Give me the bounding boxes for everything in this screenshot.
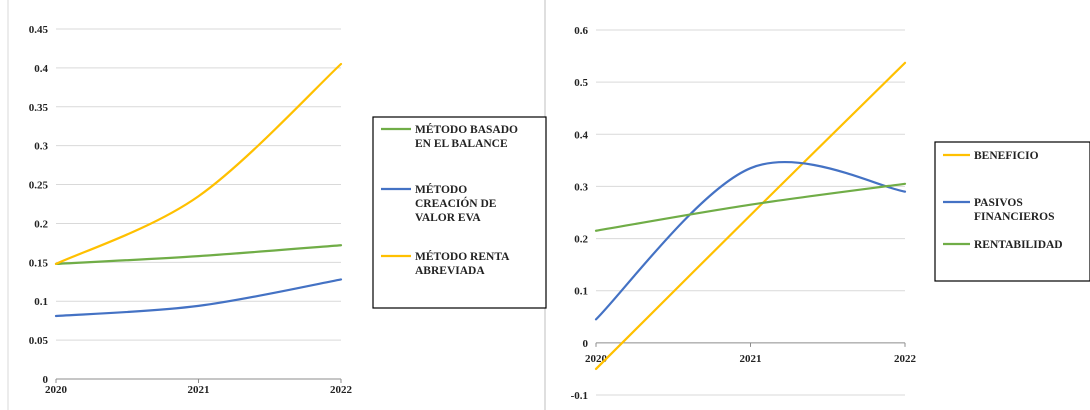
x-tick-label: 2022 bbox=[330, 384, 353, 396]
legend-label: MÉTODO RENTA bbox=[415, 249, 510, 263]
y-tick-label: 0.05 bbox=[29, 335, 49, 347]
y-tick-label: 0.6 bbox=[574, 25, 588, 37]
x-tick-label: 2021 bbox=[188, 384, 210, 396]
legend-label: PASIVOS bbox=[974, 197, 1023, 209]
series-line-2 bbox=[594, 182, 907, 232]
legend-box bbox=[934, 141, 1090, 282]
legend: BENEFICIO PASIVOS FINANCIEROS RENTABILIDAD bbox=[934, 141, 1090, 282]
legend-label: RENTABILIDAD bbox=[974, 239, 1063, 251]
series-line-2 bbox=[54, 62, 343, 265]
y-tick-label: 0.4 bbox=[574, 129, 588, 141]
y-tick-label: 0.1 bbox=[34, 296, 48, 308]
legend-label: VALOR EVA bbox=[415, 212, 481, 224]
y-tick-label: 0.1 bbox=[574, 286, 588, 298]
series-line-0 bbox=[54, 244, 343, 265]
y-tick-label: 0.2 bbox=[34, 218, 48, 230]
y-tick-label: 0.5 bbox=[574, 77, 588, 89]
y-tick-label: 0.4 bbox=[34, 63, 48, 75]
legend-label: FINANCIEROS bbox=[974, 211, 1055, 223]
y-tick-label: 0.3 bbox=[574, 181, 588, 193]
legend-label: MÉTODO bbox=[415, 182, 467, 196]
y-tick-label: 0.2 bbox=[574, 234, 588, 246]
y-tick-label: 0 bbox=[583, 338, 589, 350]
legend-label: CREACIÓN DE bbox=[415, 196, 497, 210]
legend: MÉTODO BASADO EN EL BALANCE MÉTODOCREACIÓN… bbox=[372, 116, 547, 309]
financial-indicators-chart: -0.1 0 0.1 0.2 0.3 0.4 0.5 0.6 2020 2021 2022 BENEF… bbox=[571, 25, 1090, 402]
y-tick-label: 0 bbox=[43, 374, 49, 386]
legend-label: MÉTODO BASADO bbox=[415, 122, 518, 136]
y-tick-label: 0.45 bbox=[29, 24, 49, 36]
y-tick-label: 0.3 bbox=[34, 141, 48, 153]
y-tick-label: 0.25 bbox=[29, 180, 49, 192]
x-tick-label: 2020 bbox=[585, 353, 608, 365]
legend-box bbox=[372, 116, 547, 309]
series-line-0 bbox=[594, 61, 907, 371]
legend-label: ABREVIADA bbox=[415, 265, 485, 277]
x-tick-label: 2020 bbox=[45, 384, 68, 396]
x-tick-label: 2021 bbox=[740, 353, 762, 365]
y-tick-label: -0.1 bbox=[571, 390, 588, 402]
y-tick-label: 0.35 bbox=[29, 102, 49, 114]
legend-label: EN EL BALANCE bbox=[415, 138, 508, 150]
series-line-1 bbox=[594, 160, 907, 321]
valuation-methods-chart: 0 0.05 0.1 0.15 0.2 0.25 0.3 0.35 0.4 0.45 2020 202… bbox=[29, 24, 547, 396]
legend-label: BENEFICIO bbox=[974, 150, 1039, 162]
x-tick-label: 2022 bbox=[894, 353, 917, 365]
series-line-1 bbox=[54, 278, 343, 318]
y-tick-label: 0.15 bbox=[29, 257, 49, 269]
